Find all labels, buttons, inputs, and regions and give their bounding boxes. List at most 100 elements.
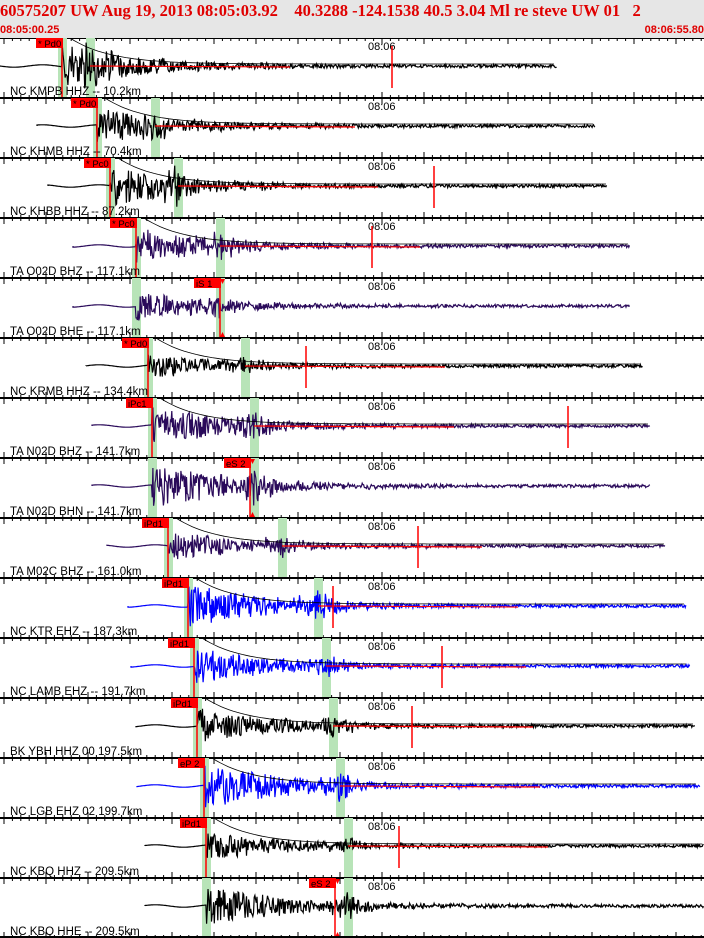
minute-label: 08:06 — [368, 221, 396, 233]
amplitude-line — [339, 785, 541, 788]
coda-curve — [117, 157, 606, 185]
trace-panel[interactable]: 08:06 * Pd0 NC KHMB HHZ -- 70.4km — [0, 97, 704, 158]
s-marker-icon — [220, 279, 225, 284]
coda-curve — [195, 577, 684, 605]
pick-label: * Pc0 — [112, 219, 135, 230]
phase-pick[interactable]: * Pc0 — [110, 218, 137, 230]
channel-label: TA O02D BHZ -- 117.1km — [10, 266, 140, 278]
phase-pick[interactable]: * Pc0 — [84, 158, 111, 170]
phase-pick[interactable]: iPd1 — [162, 578, 189, 590]
trace-panel[interactable]: 08:06 eS 2 NC KBQ HHE -- 209.5km — [0, 877, 704, 938]
trace-panel[interactable]: 08:06 iPd1 NC LAMB EHZ -- 191.7km — [0, 637, 704, 698]
minute-label: 08:06 — [368, 101, 396, 113]
trace-panel[interactable]: 08:06 iPd1 NC KTR EHZ -- 187.3km — [0, 577, 704, 638]
trace-panel[interactable]: 08:06 * Pd0 NC KMPB HHZ -- 10.2km — [0, 38, 704, 98]
waveform — [144, 832, 704, 859]
trace-panel[interactable]: 08:06 iPd1 TA M02C BHZ -- 161.0km — [0, 517, 704, 578]
trace-panel[interactable]: 08:06 eS 2 TA N02D BHN -- 141.7km — [0, 457, 704, 518]
pick-flag — [194, 278, 221, 288]
waveform — [85, 354, 643, 377]
phase-pick[interactable]: iS 1 — [194, 278, 221, 290]
trace-panel[interactable]: 08:06 * Pc0 TA O02D BHZ -- 117.1km — [0, 217, 704, 278]
channel-label: NC KTR EHZ -- 187.3km — [10, 626, 137, 638]
pick-label: iS 1 — [196, 279, 212, 290]
pick-label: iPd1 — [182, 819, 201, 830]
trace-panel[interactable]: 08:06 eP 2 NC LGB EHZ 02 199.7km — [0, 757, 704, 818]
pick-label: * Pd0 — [124, 339, 147, 350]
waveform — [136, 765, 701, 808]
phase-pick[interactable]: iPc1 — [126, 398, 153, 410]
coda-curve — [155, 337, 640, 365]
minute-label: 08:06 — [368, 341, 396, 353]
s-marker-icon — [250, 512, 255, 517]
pick-flag — [142, 518, 169, 528]
pick-flag — [162, 578, 189, 588]
channel-label: TA N02D BHZ -- 141.7km — [10, 446, 140, 458]
pick-label: * Pd0 — [73, 99, 96, 110]
trace-panel[interactable]: 08:06 iPd1 BK YBH HHZ 00 197.5km — [0, 697, 704, 758]
pick-flag — [224, 458, 251, 468]
coda-curve — [201, 637, 686, 665]
waveform — [130, 650, 691, 683]
phase-pick[interactable]: iPd1 — [142, 518, 169, 530]
amplitude-line — [317, 605, 519, 608]
pick-flag — [122, 338, 149, 348]
coda-curve — [204, 697, 693, 725]
s-marker-icon — [335, 879, 340, 884]
start-time: 08:05:00.25 — [0, 24, 60, 36]
phase-pick[interactable]: * Pd0 — [36, 38, 63, 50]
minute-label: 08:06 — [368, 761, 396, 773]
amplitude-line — [332, 725, 534, 728]
channel-label: BK YBH HHZ 00 197.5km — [10, 746, 142, 758]
pick-flag — [180, 818, 207, 828]
minute-label: 08:06 — [368, 881, 396, 893]
amplitude-line — [253, 425, 455, 428]
pick-label: eS 2 — [226, 459, 246, 470]
waveform — [36, 109, 596, 142]
trace-panel[interactable]: 08:06 iS 1 TA O02D BHE -- 117.1km — [0, 277, 704, 338]
coda-curve — [213, 817, 702, 845]
minute-label: 08:06 — [368, 401, 396, 413]
phase-pick[interactable]: iPd1 — [171, 698, 198, 710]
minute-label: 08:06 — [368, 281, 396, 293]
waveform — [91, 467, 651, 506]
minute-label: 08:06 — [368, 581, 396, 593]
trace-panel[interactable]: 08:06 iPd1 NC KBQ HHZ -- 209.5km — [0, 817, 704, 878]
phase-pick[interactable]: iPd1 — [168, 638, 195, 650]
s-marker-icon — [250, 459, 255, 464]
end-time: 08:06:55.80 — [644, 24, 704, 36]
channel-label: NC LGB EHZ 02 199.7km — [10, 806, 142, 818]
coda-curve — [104, 97, 593, 125]
pick-label: iPd1 — [170, 639, 189, 650]
trace-panel[interactable]: 08:06 iPc1 TA N02D BHZ -- 141.7km — [0, 397, 704, 458]
pick-label: iPc1 — [128, 399, 146, 410]
pick-flag — [36, 38, 63, 48]
channel-label: TA O02D BHE -- 117.1km — [10, 326, 141, 338]
phase-pick[interactable]: eS 2 — [309, 878, 336, 890]
minute-label: 08:06 — [368, 161, 396, 173]
trace-panel[interactable]: 08:06 * Pd0 NC KRMB HHZ -- 134.4km — [0, 337, 704, 398]
pick-flag — [171, 698, 198, 708]
phase-pick[interactable]: iPd1 — [180, 818, 207, 830]
waveform — [0, 42, 557, 89]
pick-label: iPd1 — [164, 579, 183, 590]
phase-pick[interactable]: * Pd0 — [122, 338, 149, 350]
amplitude-line — [89, 65, 291, 68]
pick-flag — [84, 158, 111, 168]
phase-pick[interactable]: eS 2 — [224, 458, 251, 470]
pick-flag — [168, 638, 195, 648]
pick-label: * Pc0 — [86, 159, 109, 170]
event-title: 60575207 UW Aug 19, 2013 08:05:03.92 40.… — [0, 1, 641, 20]
amplitude-line — [154, 125, 356, 128]
phase-pick[interactable]: * Pd0 — [71, 98, 98, 110]
phase-pick[interactable]: eP 2 — [178, 758, 205, 770]
channel-label: NC LAMB EHZ -- 191.7km — [10, 686, 145, 698]
s-window — [151, 98, 160, 158]
channel-label: NC KHBB HHZ -- 87.2km — [10, 206, 140, 218]
trace-panel[interactable]: 08:06 * Pc0 NC KHBB HHZ -- 87.2km — [0, 157, 704, 218]
pick-label: * Pd0 — [38, 39, 61, 50]
pick-flag — [126, 398, 153, 408]
minute-label: 08:06 — [368, 41, 396, 53]
waveform — [72, 293, 631, 321]
